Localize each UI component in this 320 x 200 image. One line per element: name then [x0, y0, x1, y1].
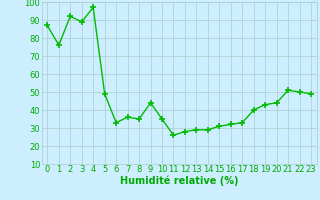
X-axis label: Humidité relative (%): Humidité relative (%) — [120, 176, 238, 186]
